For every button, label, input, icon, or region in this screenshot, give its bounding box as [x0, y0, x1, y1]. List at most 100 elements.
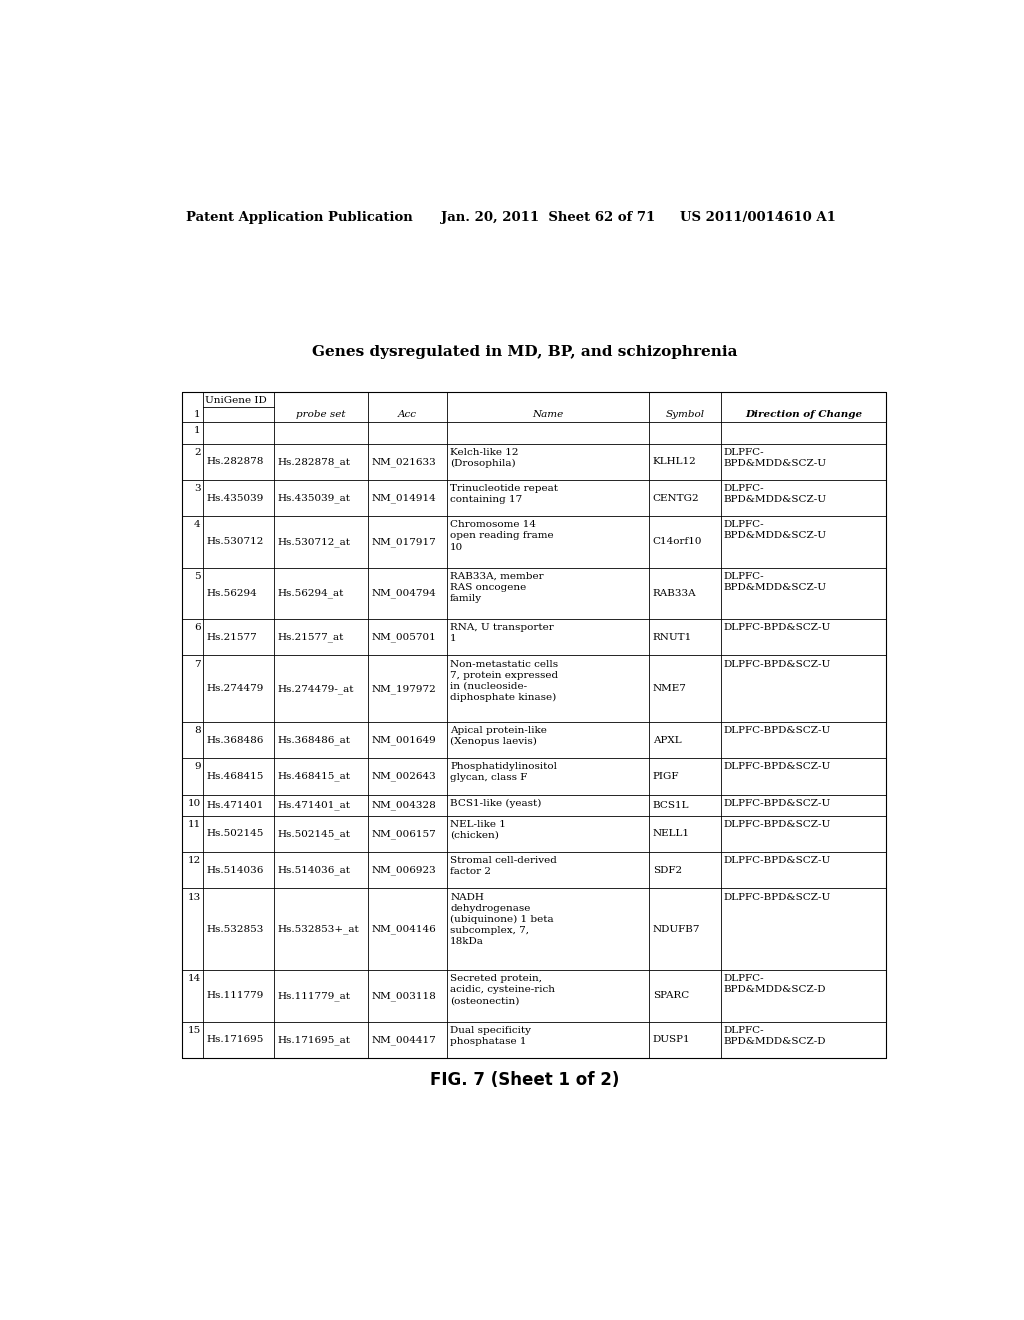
Text: Symbol: Symbol: [666, 411, 705, 418]
Text: PIGF: PIGF: [652, 772, 679, 781]
Text: Hs.468415_at: Hs.468415_at: [278, 772, 350, 781]
Text: RNA, U transporter
1: RNA, U transporter 1: [451, 623, 554, 643]
Text: Hs.530712: Hs.530712: [206, 537, 263, 546]
Text: NADH
dehydrogenase
(ubiquinone) 1 beta
subcomplex, 7,
18kDa: NADH dehydrogenase (ubiquinone) 1 beta s…: [451, 892, 554, 946]
Text: Genes dysregulated in MD, BP, and schizophrenia: Genes dysregulated in MD, BP, and schizo…: [312, 345, 737, 359]
Text: BCS1-like (yeast): BCS1-like (yeast): [451, 799, 542, 808]
Text: DLPFC-BPD&SCZ-U: DLPFC-BPD&SCZ-U: [724, 623, 831, 632]
Text: CENTG2: CENTG2: [652, 494, 699, 503]
Text: Hs.21577: Hs.21577: [206, 632, 257, 642]
Text: Hs.468415: Hs.468415: [206, 772, 263, 781]
Text: 5: 5: [194, 572, 201, 581]
Text: Hs.435039_at: Hs.435039_at: [278, 494, 350, 503]
Text: DLPFC-
BPD&MDD&SCZ-D: DLPFC- BPD&MDD&SCZ-D: [724, 974, 826, 994]
Text: Hs.282878_at: Hs.282878_at: [278, 457, 350, 466]
Text: Hs.435039: Hs.435039: [206, 494, 263, 503]
Text: NM_017917: NM_017917: [372, 537, 436, 546]
Text: Hs.56294_at: Hs.56294_at: [278, 589, 344, 598]
Text: 4: 4: [194, 520, 201, 529]
Text: 10: 10: [187, 799, 201, 808]
Text: NM_003118: NM_003118: [372, 991, 436, 1001]
Text: Hs.56294: Hs.56294: [206, 589, 257, 598]
Text: Hs.21577_at: Hs.21577_at: [278, 632, 344, 642]
Text: 7: 7: [194, 660, 201, 668]
Text: Hs.532853: Hs.532853: [206, 925, 263, 933]
Text: Hs.111779_at: Hs.111779_at: [278, 991, 350, 1001]
Text: RNUT1: RNUT1: [652, 632, 692, 642]
Text: 14: 14: [187, 974, 201, 983]
Text: Hs.282878: Hs.282878: [206, 457, 263, 466]
Text: 6: 6: [194, 623, 201, 632]
Text: Hs.368486_at: Hs.368486_at: [278, 735, 350, 744]
Text: Hs.368486: Hs.368486: [206, 735, 263, 744]
Bar: [182, 392, 886, 1057]
Text: 3: 3: [194, 484, 201, 492]
Text: NEL-like 1
(chicken): NEL-like 1 (chicken): [451, 820, 506, 840]
Text: DLPFC-BPD&SCZ-U: DLPFC-BPD&SCZ-U: [724, 857, 831, 865]
Text: DLPFC-BPD&SCZ-U: DLPFC-BPD&SCZ-U: [724, 660, 831, 668]
Text: KLHL12: KLHL12: [652, 457, 696, 466]
Text: Hs.171695_at: Hs.171695_at: [278, 1035, 350, 1044]
Text: Non-metastatic cells
7, protein expressed
in (nucleoside-
diphosphate kinase): Non-metastatic cells 7, protein expresse…: [451, 660, 558, 702]
Text: DLPFC-BPD&SCZ-U: DLPFC-BPD&SCZ-U: [724, 763, 831, 771]
Text: SDF2: SDF2: [652, 866, 682, 875]
Text: APXL: APXL: [652, 735, 681, 744]
Text: Jan. 20, 2011  Sheet 62 of 71: Jan. 20, 2011 Sheet 62 of 71: [441, 211, 655, 224]
Text: 8: 8: [194, 726, 201, 735]
Text: Hs.532853+_at: Hs.532853+_at: [278, 924, 359, 935]
Text: BCS1L: BCS1L: [652, 801, 689, 809]
Text: Patent Application Publication: Patent Application Publication: [186, 211, 413, 224]
Text: Hs.502145: Hs.502145: [206, 829, 263, 838]
Text: NM_004417: NM_004417: [372, 1035, 436, 1044]
Text: NM_014914: NM_014914: [372, 494, 436, 503]
Text: NM_021633: NM_021633: [372, 457, 436, 466]
Text: Hs.111779: Hs.111779: [206, 991, 263, 1001]
Text: DLPFC-
BPD&MDD&SCZ-U: DLPFC- BPD&MDD&SCZ-U: [724, 572, 827, 591]
Text: Hs.514036_at: Hs.514036_at: [278, 866, 350, 875]
Text: FIG. 7 (Sheet 1 of 2): FIG. 7 (Sheet 1 of 2): [430, 1072, 620, 1089]
Text: Hs.471401: Hs.471401: [206, 801, 263, 809]
Text: NM_002643: NM_002643: [372, 772, 436, 781]
Text: Hs.274479-_at: Hs.274479-_at: [278, 684, 354, 693]
Text: Trinucleotide repeat
containing 17: Trinucleotide repeat containing 17: [451, 484, 558, 504]
Text: Phosphatidylinositol
glycan, class F: Phosphatidylinositol glycan, class F: [451, 763, 557, 783]
Text: Hs.171695: Hs.171695: [206, 1035, 263, 1044]
Text: DUSP1: DUSP1: [652, 1035, 690, 1044]
Text: US 2011/0014610 A1: US 2011/0014610 A1: [680, 211, 836, 224]
Text: Kelch-like 12
(Drosophila): Kelch-like 12 (Drosophila): [451, 447, 518, 469]
Text: Apical protein-like
(Xenopus laevis): Apical protein-like (Xenopus laevis): [451, 726, 547, 746]
Text: NDUFB7: NDUFB7: [652, 925, 700, 933]
Text: 13: 13: [187, 892, 201, 902]
Text: NME7: NME7: [652, 684, 686, 693]
Text: Secreted protein,
acidic, cysteine-rich
(osteonectin): Secreted protein, acidic, cysteine-rich …: [451, 974, 555, 1006]
Text: 1: 1: [194, 426, 201, 436]
Text: Hs.274479: Hs.274479: [206, 684, 263, 693]
Text: NM_004794: NM_004794: [372, 589, 436, 598]
Text: DLPFC-BPD&SCZ-U: DLPFC-BPD&SCZ-U: [724, 726, 831, 735]
Text: NM_005701: NM_005701: [372, 632, 436, 642]
Text: NM_006157: NM_006157: [372, 829, 436, 838]
Text: 2: 2: [194, 447, 201, 457]
Text: C14orf10: C14orf10: [652, 537, 702, 546]
Text: Hs.530712_at: Hs.530712_at: [278, 537, 350, 546]
Text: Hs.514036: Hs.514036: [206, 866, 263, 875]
Text: Name: Name: [532, 411, 564, 418]
Text: Hs.502145_at: Hs.502145_at: [278, 829, 350, 838]
Text: Chromosome 14
open reading frame
10: Chromosome 14 open reading frame 10: [451, 520, 554, 552]
Text: 12: 12: [187, 857, 201, 865]
Text: DLPFC-
BPD&MDD&SCZ-U: DLPFC- BPD&MDD&SCZ-U: [724, 484, 827, 504]
Text: Hs.471401_at: Hs.471401_at: [278, 800, 350, 810]
Text: DLPFC-BPD&SCZ-U: DLPFC-BPD&SCZ-U: [724, 820, 831, 829]
Text: NM_004328: NM_004328: [372, 800, 436, 810]
Text: DLPFC-
BPD&MDD&SCZ-D: DLPFC- BPD&MDD&SCZ-D: [724, 1026, 826, 1045]
Text: Direction of Change: Direction of Change: [744, 411, 862, 418]
Text: probe set: probe set: [296, 411, 346, 418]
Text: 9: 9: [194, 763, 201, 771]
Text: NM_004146: NM_004146: [372, 924, 436, 935]
Text: NELL1: NELL1: [652, 829, 690, 838]
Text: SPARC: SPARC: [652, 991, 689, 1001]
Text: NM_197972: NM_197972: [372, 684, 436, 693]
Text: Acc: Acc: [398, 411, 417, 418]
Text: DLPFC-
BPD&MDD&SCZ-U: DLPFC- BPD&MDD&SCZ-U: [724, 520, 827, 540]
Text: 15: 15: [187, 1026, 201, 1035]
